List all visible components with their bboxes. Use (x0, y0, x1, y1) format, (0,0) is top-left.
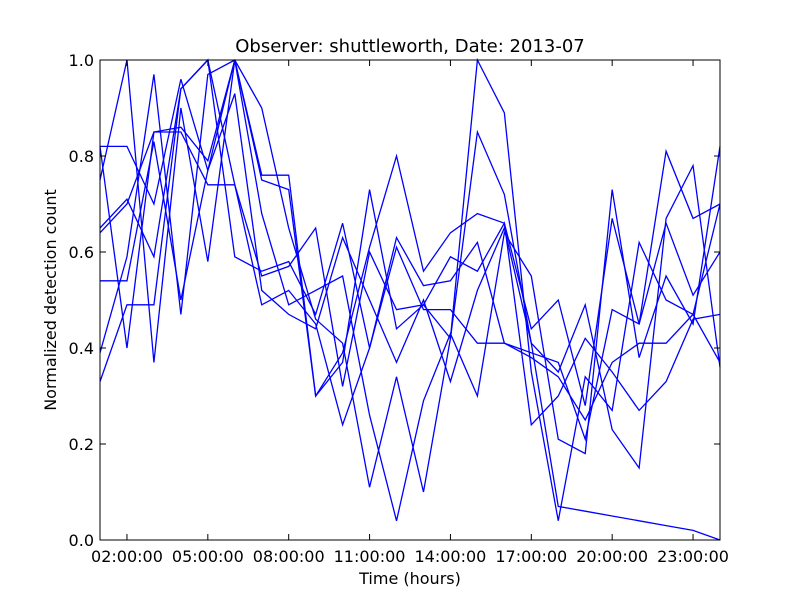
series-line-6 (99, 59, 721, 521)
x-tick-label: 08:00:00 (253, 547, 325, 566)
x-tick-label: 17:00:00 (495, 547, 567, 566)
y-tick-label: 0.0 (69, 531, 94, 550)
x-axis-label: Time (hours) (358, 569, 461, 588)
plot-frame (99, 59, 721, 541)
x-tick-label: 11:00:00 (334, 547, 406, 566)
y-tick-label: 0.2 (69, 435, 94, 454)
x-tick-label: 05:00:00 (172, 547, 244, 566)
y-tick-label: 0.8 (69, 147, 94, 166)
series-line-5 (99, 57, 721, 521)
series-line-8 (99, 58, 721, 442)
tick-layer: 02:00:00 05:00:00 08:00:00 11:00:00 14:00:00… (69, 51, 729, 566)
y-tick-label: 0.6 (69, 243, 94, 262)
x-tick-label: 20:00:00 (576, 547, 648, 566)
series-line-2 (100, 93, 721, 541)
y-tick-label: 1.0 (69, 51, 94, 70)
plot-area-background (100, 60, 720, 540)
x-tick-label: 14:00:00 (415, 547, 487, 566)
series-line-7 (99, 59, 721, 493)
y-axis-label: Normalized detection count (41, 189, 60, 411)
chart-title: Observer: shuttleworth, Date: 2013-07 (235, 36, 585, 57)
series-layer (99, 57, 721, 541)
y-tick-label: 0.4 (69, 339, 94, 358)
x-tick-label: 02:00:00 (91, 547, 163, 566)
series-line-3 (99, 131, 721, 428)
x-tick-label: 23:00:00 (657, 547, 729, 566)
